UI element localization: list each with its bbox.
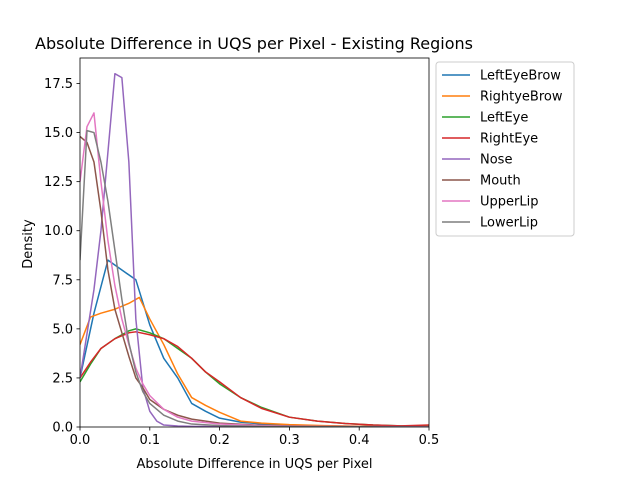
legend-label: Nose: [480, 153, 512, 168]
legend-label: UpperLip: [480, 195, 538, 210]
x-tick-label: 0.2: [209, 433, 230, 448]
chart-title: Absolute Difference in UQS per Pixel - E…: [35, 34, 473, 53]
legend: LeftEyeBrow RightyeBrow LeftEye RightEye Nos…: [435, 61, 575, 237]
y-tick-label: 10.0: [44, 224, 73, 239]
legend-label: LeftEye: [480, 111, 528, 126]
legend-label: LowerLip: [480, 216, 538, 231]
x-tick-label: 0.4: [349, 433, 370, 448]
series-line-righteye: [80, 331, 429, 427]
plot-lines: [80, 72, 429, 427]
series-line-upperlip: [80, 112, 429, 427]
x-tick-label: 0.0: [70, 433, 91, 448]
legend-label: Mouth: [480, 174, 521, 189]
x-tick-label: 0.5: [419, 433, 440, 448]
y-tick-label: 12.5: [44, 175, 73, 190]
legend-box: [435, 61, 575, 237]
y-tick-label: 0.0: [52, 421, 73, 436]
x-tick-label: 0.1: [139, 433, 160, 448]
x-axis-label: Absolute Difference in UQS per Pixel: [136, 457, 372, 472]
y-tick-label: 15.0: [44, 126, 73, 141]
y-tick-label: 5.0: [52, 322, 73, 337]
y-axis-label: Density: [21, 219, 36, 269]
series-line-lowerlip: [80, 129, 429, 427]
plot-frame: [79, 57, 430, 428]
legend-label: RightEye: [480, 132, 538, 147]
x-tick-label: 0.3: [279, 433, 300, 448]
y-tick-label: 2.5: [52, 371, 73, 386]
y-tick-label: 7.5: [52, 273, 73, 288]
axes: 0.0 0.1 0.2 0.3 0.4 0.5 0.0 2.5 5.0 7.5 10.0 12.5 15…: [44, 57, 440, 448]
legend-label: RightyeBrow: [480, 90, 563, 105]
y-tick-label: 17.5: [44, 77, 73, 92]
legend-label: LeftEyeBrow: [480, 69, 561, 84]
